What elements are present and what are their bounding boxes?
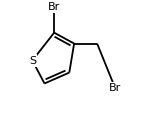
Text: S: S <box>29 56 36 65</box>
Text: Br: Br <box>109 83 121 93</box>
Text: Br: Br <box>48 2 60 12</box>
